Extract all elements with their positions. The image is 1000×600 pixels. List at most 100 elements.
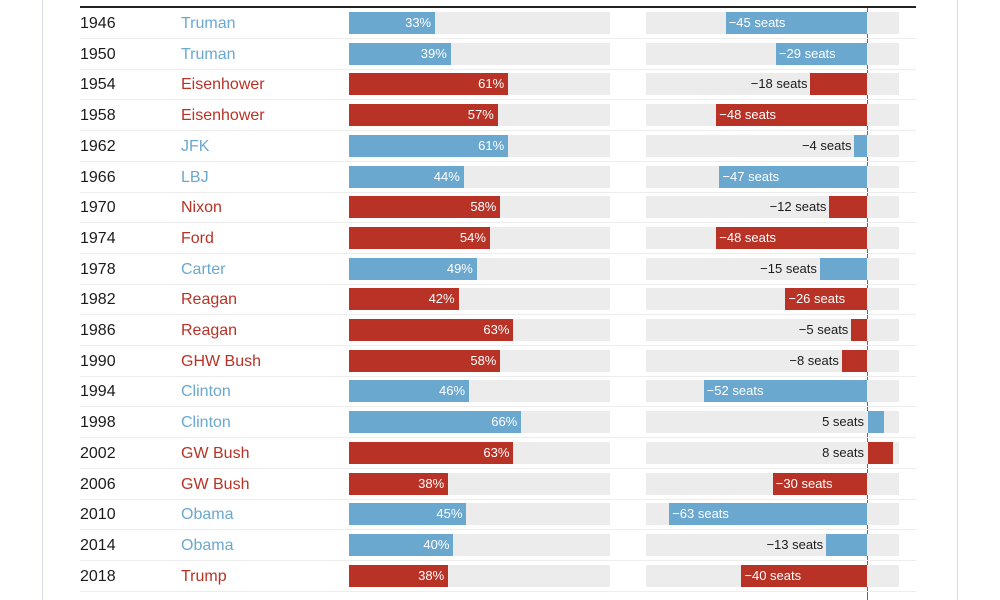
year-label: 1962 [80, 137, 116, 155]
approval-bar: 40% [349, 533, 454, 556]
approval-bar: 38% [349, 472, 449, 495]
president-label: Trump [181, 567, 227, 585]
seat-change-bar [716, 226, 867, 249]
approval-value-label: 44% [433, 168, 460, 184]
seat-change-bar [826, 533, 867, 556]
year-label: 2018 [80, 567, 116, 585]
seat-change-bar [868, 411, 884, 434]
seat-change-bar [669, 503, 867, 526]
seat-change-value-label: −52 seats [706, 383, 764, 399]
seat-change-bar [703, 380, 867, 403]
table-row: 1994 Clinton [80, 376, 916, 408]
table-row: 2002 GW Bush [80, 438, 916, 469]
approval-value-label: 38% [418, 567, 445, 583]
table-row: 1986 Reagan [80, 315, 916, 346]
president-label: Eisenhower [181, 76, 265, 94]
seat-change-bar [772, 472, 867, 495]
seat-change-value-label: −8 seats [789, 352, 839, 368]
year-label: 1958 [80, 107, 116, 125]
page-frame-left [42, 0, 43, 600]
approval-bar: 49% [349, 257, 477, 280]
approval-bar: 46% [349, 380, 470, 403]
approval-bar: 66% [349, 411, 522, 434]
table-row: 1946 Truman [80, 8, 916, 39]
seat-change-bar [719, 165, 867, 188]
year-label: 1998 [80, 414, 116, 432]
table-row: 1954 Eisenhower [80, 69, 916, 101]
seat-change-track [646, 134, 899, 157]
seat-change-bar [716, 104, 867, 127]
approval-bar: 54% [349, 226, 490, 249]
seat-change-value-label: −15 seats [760, 260, 817, 276]
table-row: 1990 GHW Bush [80, 346, 916, 377]
approval-value-label: 33% [405, 15, 432, 30]
seat-change-track [646, 411, 899, 434]
seat-change-value-label: −47 seats [722, 168, 780, 184]
seat-change-bar [829, 196, 867, 219]
table-row: 1962 JFK [80, 131, 916, 162]
year-label: 1982 [80, 291, 116, 309]
seat-change-value-label: −48 seats [719, 229, 777, 245]
approval-value-label: 40% [423, 536, 450, 552]
president-label: Obama [181, 506, 234, 524]
table-row: 1998 Clinton [80, 407, 916, 439]
president-label: Truman [181, 45, 236, 63]
approval-bar: 57% [349, 104, 498, 127]
seat-change-value-label: −4 seats [801, 137, 852, 153]
approval-value-label: 45% [436, 506, 463, 522]
table-top-rule [80, 6, 916, 8]
year-label: 1978 [80, 260, 116, 278]
year-label: 1954 [80, 76, 116, 94]
year-label: 2014 [80, 536, 116, 554]
president-label: LBJ [181, 168, 209, 186]
seat-change-value-label: −29 seats [778, 45, 836, 61]
table-row: 1958 Eisenhower [80, 100, 916, 132]
seat-change-value-label: −26 seats [788, 291, 846, 307]
president-label: Reagan [181, 291, 238, 309]
year-label: 2002 [80, 444, 116, 462]
seat-change-value-label: −63 seats [672, 506, 729, 522]
president-label: JFK [181, 137, 210, 155]
table-row: 2014 Obama [80, 530, 916, 561]
seat-change-bar [741, 564, 867, 587]
approval-bar: 39% [349, 42, 451, 65]
table-row: 2018 Trump [80, 561, 916, 592]
table-row: 1950 Truman [80, 39, 916, 70]
seat-change-bar [775, 42, 867, 65]
seat-change-bar [841, 349, 867, 372]
seat-change-value-label: −12 seats [769, 199, 827, 215]
approval-bar: 42% [349, 288, 459, 311]
seat-change-value-label: −45 seats [728, 15, 786, 30]
approval-value-label: 58% [470, 199, 497, 215]
president-label: GW Bush [181, 444, 250, 462]
seat-change-track [646, 349, 899, 372]
year-label: 1986 [80, 322, 116, 339]
president-label: Nixon [181, 199, 222, 217]
president-label: Truman [181, 15, 236, 32]
seat-change-bar [819, 257, 867, 280]
seat-change-track [646, 441, 899, 464]
seat-change-bar [868, 441, 894, 464]
approval-bar: 58% [349, 196, 501, 219]
table-row: 1982 Reagan [80, 284, 916, 316]
table-row: 2006 GW Bush [80, 469, 916, 500]
approval-value-label: 57% [467, 107, 494, 123]
approval-bar: 61% [349, 134, 509, 157]
approval-bar: 63% [349, 441, 514, 464]
seat-change-bar [810, 73, 867, 96]
approval-value-label: 63% [483, 322, 510, 337]
president-label: Eisenhower [181, 107, 265, 125]
seat-change-value-label: 8 seats [822, 444, 864, 460]
table-row: 1978 Carter [80, 254, 916, 285]
president-label: Carter [181, 260, 226, 278]
president-label: Clinton [181, 383, 231, 401]
seat-change-bar [725, 12, 867, 34]
table-row: 1966 LBJ [80, 162, 916, 193]
seat-change-value-label: −13 seats [766, 536, 824, 552]
approval-bar: 63% [349, 319, 514, 341]
president-label: Ford [181, 229, 214, 247]
approval-bar: 44% [349, 165, 464, 188]
year-label: 1994 [80, 383, 116, 401]
approval-value-label: 58% [470, 352, 497, 368]
year-label: 1966 [80, 168, 116, 186]
